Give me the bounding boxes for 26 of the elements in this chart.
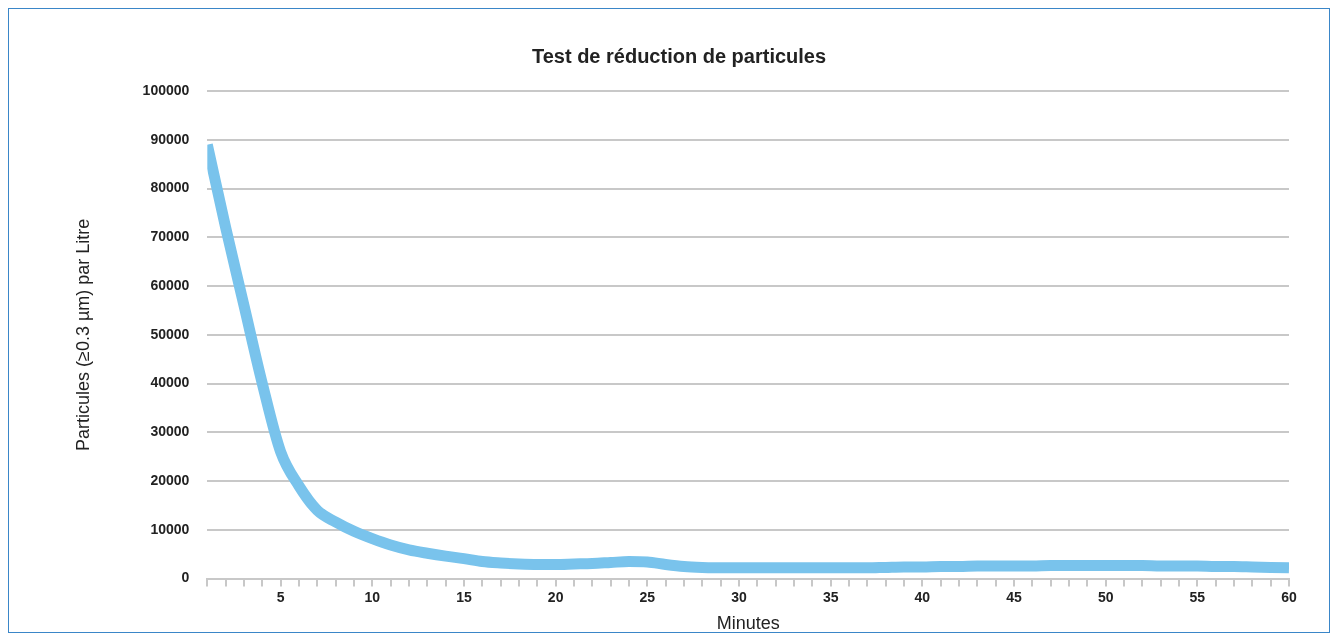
chart-title: Test de réduction de particules	[531, 44, 827, 67]
x-tick-label: 35	[822, 588, 839, 605]
y-axis-title: Particules (≥0.3 µm) par Litre	[72, 218, 93, 451]
y-tick-label: 20000	[150, 471, 190, 488]
x-tick-label: 50	[1097, 588, 1114, 605]
x-tick-label: 60	[1281, 588, 1297, 605]
x-tick-label: 40	[914, 588, 931, 605]
y-tick-label: 40000	[150, 374, 190, 391]
x-tick-label: 15	[456, 588, 472, 605]
y-tick-label: 50000	[150, 325, 190, 342]
y-tick-label: 60000	[150, 276, 190, 293]
y-tick-label: 10000	[150, 520, 190, 537]
y-tick-label: 90000	[150, 130, 190, 147]
x-tick-label: 25	[639, 588, 656, 605]
x-axis-title: Minutes	[716, 613, 780, 634]
y-tick-label: 80000	[150, 179, 190, 196]
y-tick-label: 70000	[150, 228, 190, 245]
x-tick-label: 55	[1189, 588, 1206, 605]
x-tick-label: 45	[1006, 588, 1022, 605]
y-tick-label: 0	[181, 569, 190, 586]
y-tick-label: 100000	[142, 81, 190, 98]
x-tick-label: 10	[364, 588, 381, 605]
x-tick-label: 20	[547, 588, 564, 605]
y-tick-label: 30000	[150, 423, 190, 440]
x-tick-label: 30	[731, 588, 747, 605]
x-tick-label: 5	[276, 588, 285, 605]
